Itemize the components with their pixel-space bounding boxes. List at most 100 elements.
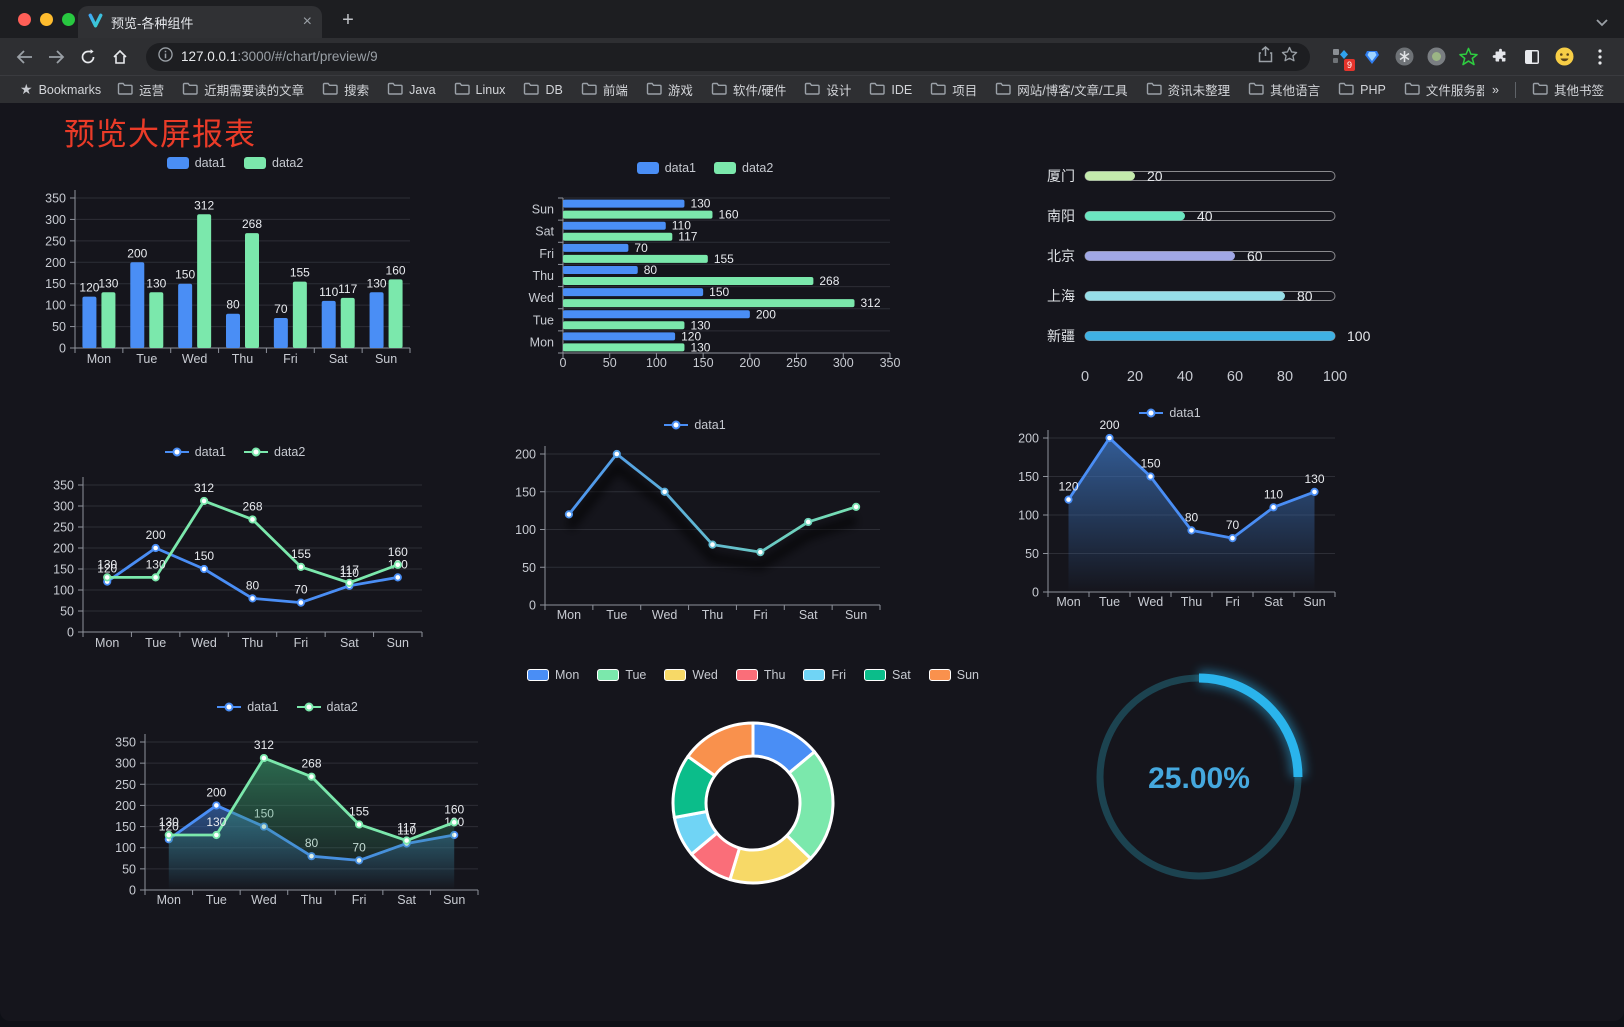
bookmark-folder[interactable]: IDE — [861, 79, 920, 101]
svg-text:Wed: Wed — [1138, 595, 1164, 609]
svg-text:Mon: Mon — [157, 893, 181, 907]
bookmark-folder[interactable]: 运营 — [109, 77, 172, 102]
chart-legend: data1 data2 — [40, 445, 430, 459]
bookmark-folder[interactable]: 设计 — [796, 77, 859, 102]
legend-item[interactable]: Sun — [928, 668, 979, 682]
bookmark-label: 文件服务器 — [1425, 84, 1485, 98]
svg-text:120: 120 — [97, 562, 117, 576]
close-window-button[interactable] — [18, 13, 31, 26]
tab-search-chevron-icon[interactable] — [1596, 14, 1608, 32]
back-icon[interactable] — [10, 43, 38, 71]
legend-item[interactable]: Mon — [526, 668, 579, 682]
bookmark-folder[interactable]: 网站/博客/文章/工具 — [987, 77, 1135, 102]
legend-item[interactable]: data2 — [714, 161, 773, 175]
legend-swatch — [864, 669, 886, 681]
legend-item[interactable]: data1 — [164, 445, 226, 459]
browser-tab[interactable]: 预览-各种组件 × — [78, 6, 322, 38]
svg-text:150: 150 — [115, 820, 136, 834]
other-bookmarks-label: 其他书签 — [1553, 84, 1604, 98]
bookmark-folder[interactable]: PHP — [1330, 79, 1394, 101]
svg-text:80: 80 — [1297, 288, 1313, 304]
svg-text:130: 130 — [98, 276, 118, 290]
bookmark-folder[interactable]: 项目 — [922, 77, 985, 102]
dark-mode-extension-icon[interactable] — [1522, 47, 1542, 67]
bookmarks-overflow-button[interactable]: » — [1484, 80, 1507, 100]
legend-item[interactable]: data1 — [1139, 406, 1201, 420]
legend-item[interactable]: data1 — [217, 700, 279, 714]
svg-text:Fri: Fri — [294, 636, 309, 650]
bookmark-star-icon[interactable] — [1281, 46, 1298, 68]
legend-item[interactable]: data1 — [664, 418, 726, 432]
maximize-window-button[interactable] — [62, 13, 75, 26]
minimize-window-button[interactable] — [40, 13, 53, 26]
bookmark-label: Linux — [475, 82, 506, 97]
emoji-extension-icon[interactable] — [1554, 47, 1574, 67]
legend-item[interactable]: data2 — [244, 156, 303, 170]
svg-text:100: 100 — [1347, 328, 1371, 344]
svg-text:160: 160 — [386, 263, 406, 277]
site-info-icon[interactable] — [158, 46, 173, 67]
extensions-puzzle-icon[interactable] — [1490, 47, 1510, 67]
url-bar[interactable]: 127.0.0.1:3000/#/chart/preview/9 — [146, 42, 1310, 71]
legend-swatch — [597, 669, 620, 681]
legend-line-icon — [296, 702, 321, 712]
bookmark-folder[interactable]: Linux — [446, 79, 514, 101]
legend-swatch — [166, 157, 189, 169]
bookmark-folder[interactable]: 前端 — [573, 77, 636, 102]
bookmark-folder[interactable]: 近期需要读的文章 — [174, 77, 312, 102]
reload-icon[interactable] — [74, 43, 102, 71]
legend-item[interactable]: data2 — [244, 445, 305, 459]
svg-text:130: 130 — [146, 557, 166, 571]
legend-item[interactable]: Thu — [735, 668, 785, 682]
bookmark-folder[interactable]: 游戏 — [638, 77, 701, 102]
svg-text:150: 150 — [175, 268, 195, 282]
bookmark-folder[interactable]: 软件/硬件 — [703, 77, 794, 102]
gem-extension-icon[interactable] — [1362, 47, 1382, 67]
bookmark-folder[interactable]: 其他语言 — [1240, 77, 1328, 102]
legend-item[interactable]: Sat — [864, 668, 911, 682]
svg-text:250: 250 — [53, 521, 74, 535]
new-tab-button[interactable]: + — [342, 8, 354, 31]
star-extension-icon[interactable] — [1458, 47, 1478, 67]
folder-icon — [387, 82, 403, 98]
bookmarks-divider — [1514, 81, 1516, 98]
browser-menu-icon[interactable] — [1586, 43, 1614, 71]
legend-item[interactable]: data1 — [636, 161, 696, 175]
svg-text:Tue: Tue — [206, 893, 227, 907]
bookmark-folder[interactable]: 搜索 — [314, 77, 377, 102]
bookmark-folder[interactable]: DB — [515, 79, 570, 101]
svg-text:200: 200 — [115, 799, 136, 813]
svg-text:Mon: Mon — [1056, 595, 1080, 609]
legend-line-icon — [664, 420, 689, 430]
proxy-extension-icon[interactable]: 9 — [1330, 47, 1355, 71]
legend-label: data1 — [1169, 406, 1201, 420]
dot-extension-icon[interactable] — [1426, 47, 1446, 67]
legend-line-icon — [217, 702, 242, 712]
legend-item[interactable]: data2 — [296, 700, 358, 714]
bookmark-folder[interactable]: 文件服务器 — [1396, 77, 1484, 102]
chart-legend: data1 data2 — [40, 156, 430, 170]
share-icon[interactable] — [1258, 45, 1273, 68]
svg-text:160: 160 — [718, 208, 738, 222]
home-icon[interactable] — [106, 43, 134, 71]
legend-item[interactable]: Wed — [664, 668, 718, 682]
legend-item[interactable]: Tue — [597, 668, 646, 682]
svg-text:Sat: Sat — [1264, 595, 1283, 609]
svg-text:150: 150 — [1140, 457, 1160, 471]
legend-item[interactable]: data1 — [166, 156, 226, 170]
svg-text:117: 117 — [397, 821, 416, 835]
legend-swatch — [803, 669, 826, 681]
svg-text:200: 200 — [515, 448, 536, 462]
svg-text:200: 200 — [146, 528, 166, 542]
bookmark-folder[interactable]: Java — [379, 79, 443, 101]
asterisk-extension-icon[interactable] — [1394, 47, 1414, 67]
svg-text:Sat: Sat — [340, 636, 359, 650]
svg-text:200: 200 — [127, 246, 147, 260]
other-bookmarks[interactable]: 其他书签 — [1524, 77, 1612, 102]
bookmarks-bar: ★ Bookmarks 运营 近期需要读的文章 搜索 Java Linux DB 前端 游戏 软… — [0, 75, 1624, 103]
bookmarks-root[interactable]: ★ Bookmarks — [12, 78, 109, 101]
tab-close-icon[interactable]: × — [302, 13, 312, 30]
forward-icon[interactable] — [42, 43, 70, 71]
legend-item[interactable]: Fri — [803, 668, 846, 682]
bookmark-folder[interactable]: 资讯未整理 — [1138, 77, 1239, 102]
